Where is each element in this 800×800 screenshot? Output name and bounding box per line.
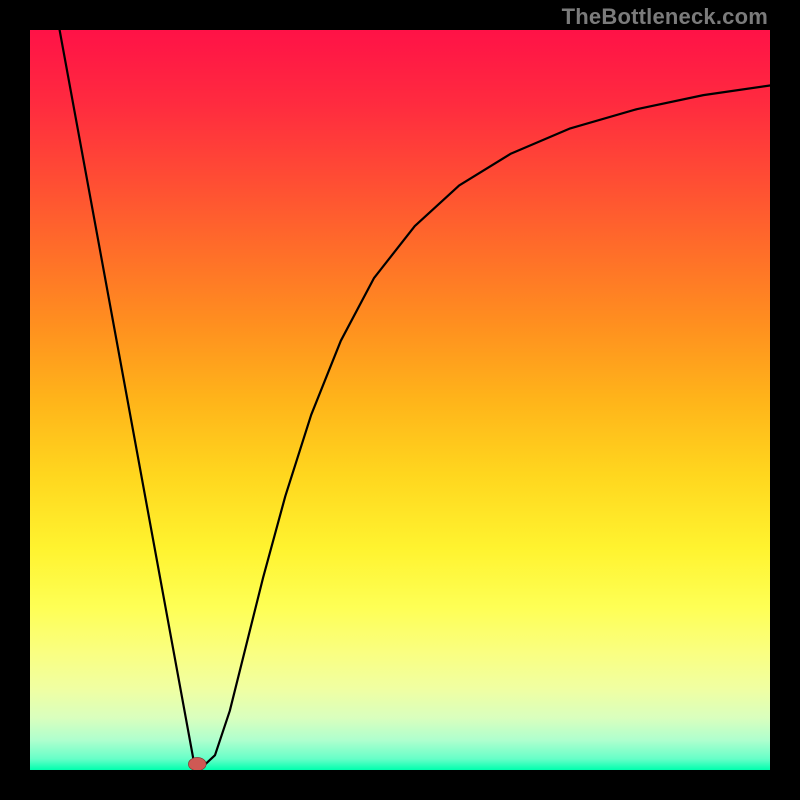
minimum-marker (188, 757, 206, 770)
chart-svg (30, 30, 770, 770)
plot-area (30, 30, 770, 770)
gradient-background (30, 30, 770, 770)
watermark-text: TheBottleneck.com (562, 4, 768, 30)
chart-frame: TheBottleneck.com (0, 0, 800, 800)
